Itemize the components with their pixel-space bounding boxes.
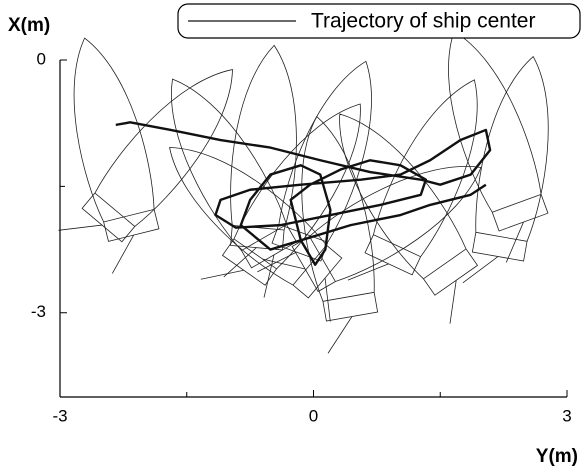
ship-outline (56, 48, 258, 271)
legend: Trajectory of ship center (177, 3, 581, 39)
ship-outline (53, 29, 173, 275)
x-axis-label: Y(m) (536, 446, 578, 467)
x-tick-label: -3 (52, 406, 67, 425)
ship-outline (148, 122, 371, 324)
y-tick-label: -3 (31, 302, 46, 321)
ship-outline (198, 85, 387, 316)
legend-label: Trajectory of ship center (311, 10, 535, 33)
trajectory-line (115, 121, 492, 266)
x-tick-label: 3 (562, 406, 571, 425)
ship-outlines (53, 19, 565, 355)
ship-outline (313, 95, 502, 326)
ship-outline (423, 19, 565, 264)
y-axis-label: X(m) (8, 15, 50, 36)
ship-outline (144, 62, 318, 299)
legend-box (177, 3, 581, 39)
ship-outline (460, 50, 565, 295)
x-tick-label: 0 (309, 406, 318, 425)
y-tick-label: 0 (37, 49, 46, 68)
